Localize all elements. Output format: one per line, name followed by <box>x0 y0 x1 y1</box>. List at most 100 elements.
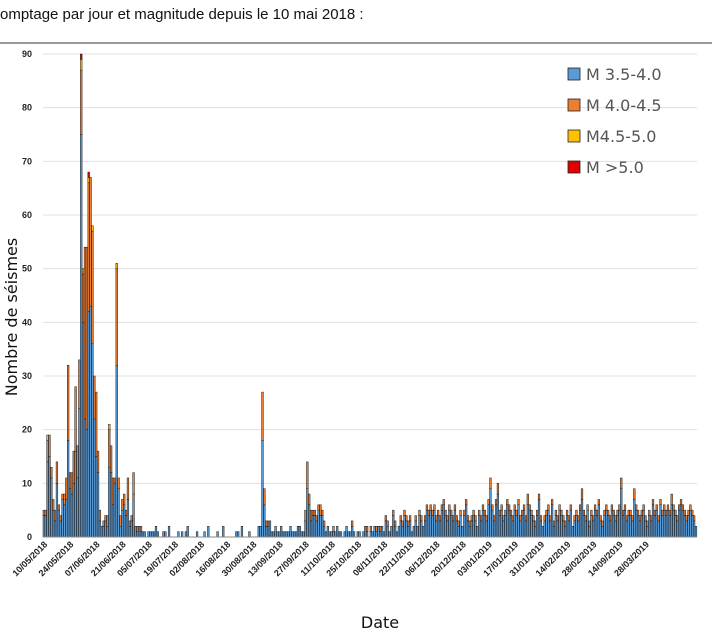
bar-segment <box>567 515 571 522</box>
bar-segment <box>489 488 492 538</box>
bar-segment <box>74 386 77 452</box>
bar-segment <box>65 499 68 538</box>
bar-segment <box>459 515 462 538</box>
bar-segment <box>554 515 557 538</box>
bar-segment <box>57 504 60 511</box>
bar-segment <box>530 515 533 538</box>
bar-segment <box>651 504 655 538</box>
bar-segment <box>405 520 408 538</box>
bar-segment <box>681 504 685 511</box>
bar-segment <box>659 504 662 538</box>
bar-segment <box>141 531 145 538</box>
bar-segment <box>132 472 135 495</box>
bar-segment <box>130 515 133 522</box>
x-tick-labels: 10/05/201824/05/201807/06/201821/06/2018… <box>10 539 651 578</box>
bar-segment <box>435 515 438 522</box>
bar-segment <box>478 515 481 538</box>
bar-segment <box>87 311 90 538</box>
bar-segment <box>337 531 341 538</box>
bar-segment <box>573 520 576 538</box>
bar-segment <box>407 520 410 527</box>
bar-segment <box>143 531 146 538</box>
bar-segment <box>67 365 70 441</box>
bar-segment <box>672 504 675 511</box>
bar-segment <box>631 520 634 538</box>
bar-segment <box>620 477 623 489</box>
bar-segment <box>502 515 505 522</box>
bar-segment <box>468 526 472 538</box>
bar-segment <box>121 499 124 511</box>
bar-segment <box>87 182 90 312</box>
bar-segment <box>351 526 354 538</box>
bar-segment <box>382 531 386 538</box>
bar-segment <box>629 515 632 538</box>
bar-segment <box>474 515 477 522</box>
bar-segment <box>565 515 569 538</box>
bar-segment <box>536 515 539 538</box>
bar-segment <box>265 520 268 527</box>
bar-segment <box>648 515 651 538</box>
bar-segment <box>504 509 507 516</box>
bar-segment <box>668 509 671 516</box>
bar-segment <box>687 509 690 516</box>
bar-segment <box>67 440 70 538</box>
bar-segment <box>472 515 475 538</box>
bar-segment <box>121 509 124 538</box>
bar-segment <box>128 520 131 527</box>
bar-segment <box>427 515 430 538</box>
bar-segment <box>423 520 427 538</box>
bar-segment <box>498 515 501 538</box>
bar-segment <box>237 531 240 538</box>
legend-swatch <box>567 67 581 81</box>
bar-segment <box>465 504 468 538</box>
bar-segment <box>455 520 458 538</box>
bar-segment <box>386 520 389 527</box>
bar-segment <box>491 504 494 511</box>
bar-segment <box>139 531 143 538</box>
bar-segment <box>590 509 593 516</box>
bar-segment <box>479 520 483 538</box>
bar-segment <box>679 499 683 506</box>
bar-segment <box>53 520 57 538</box>
bar-segment <box>104 515 107 522</box>
bar-segment <box>569 509 572 538</box>
bar-segment <box>429 504 432 511</box>
bar-segment <box>78 407 81 538</box>
bar-segment <box>380 526 384 538</box>
bar-segment <box>601 520 604 527</box>
bar-segment <box>128 526 131 538</box>
bar-segment <box>446 515 449 522</box>
bar-segment <box>293 531 296 538</box>
bar-segment <box>554 509 557 516</box>
bar-segment <box>95 391 98 457</box>
bar-segment <box>593 509 597 538</box>
bar-segment <box>627 509 630 516</box>
bar-segment <box>539 515 543 522</box>
bar-segment <box>289 526 292 538</box>
bar-segment <box>448 504 451 511</box>
bar-segment <box>526 504 529 538</box>
bar-segment <box>494 499 498 506</box>
bar-segment <box>607 515 610 538</box>
bar-segment <box>506 504 509 538</box>
bar-segment <box>184 531 187 538</box>
bar-segment <box>437 515 440 538</box>
bar-segment <box>55 461 59 484</box>
bar-segment <box>597 504 600 538</box>
bar-segment <box>644 515 647 522</box>
bar-segment <box>414 515 417 522</box>
bar-segment <box>605 504 608 511</box>
bar-segment <box>96 472 100 538</box>
bar-segment <box>55 483 59 538</box>
bar-segment <box>657 515 660 522</box>
bar-segment <box>311 509 315 516</box>
bar-segment <box>547 509 550 538</box>
bar-segment <box>508 504 511 511</box>
bar-segment <box>635 509 638 538</box>
bar-segment <box>207 526 210 538</box>
bar-segment <box>437 509 440 516</box>
bar-segment <box>276 531 279 538</box>
bar-segment <box>442 504 445 538</box>
bar-segment <box>623 509 627 538</box>
bar-segment <box>126 477 130 500</box>
